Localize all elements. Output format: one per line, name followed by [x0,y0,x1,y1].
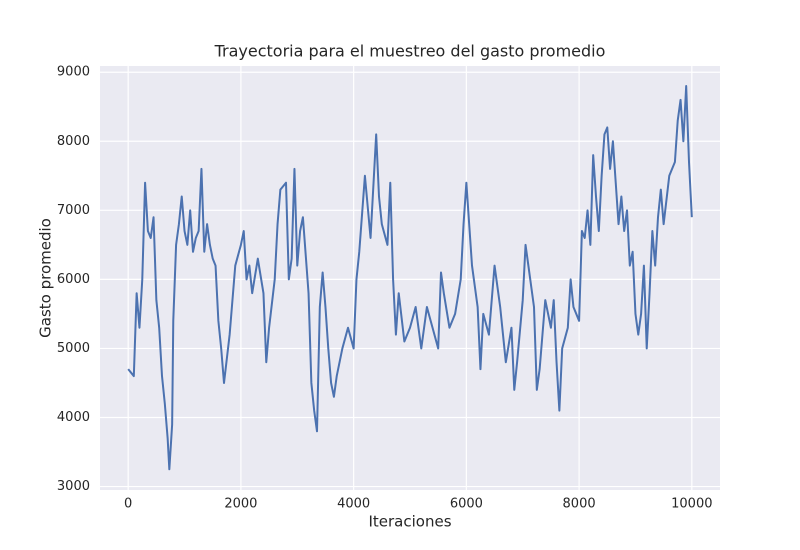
marks [127,85,693,471]
chart-title: Trayectoria para el muestreo del gasto p… [214,42,606,61]
x-tick-label: 2000 [224,497,257,512]
y-tick-label: 4000 [57,410,90,425]
y-tick-label: 7000 [57,203,90,218]
plot-area [100,66,720,490]
x-tick-label: 10000 [671,497,712,512]
y-tick-label: 5000 [57,341,90,356]
y-tick-label: 8000 [57,134,90,149]
y-tick-label: 6000 [57,272,90,287]
x-tick-label: 8000 [563,497,596,512]
x-tick-label: 4000 [337,497,370,512]
y-tick-label: 3000 [57,479,90,494]
y-tick-label: 9000 [57,65,90,80]
x-tick-label: 0 [124,497,132,512]
x-axis-label: Iteraciones [368,513,451,531]
trace-line [127,85,693,471]
x-tick-label: 6000 [450,497,483,512]
y-axis-label: Gasto promedio [37,218,55,338]
grid [100,66,720,490]
